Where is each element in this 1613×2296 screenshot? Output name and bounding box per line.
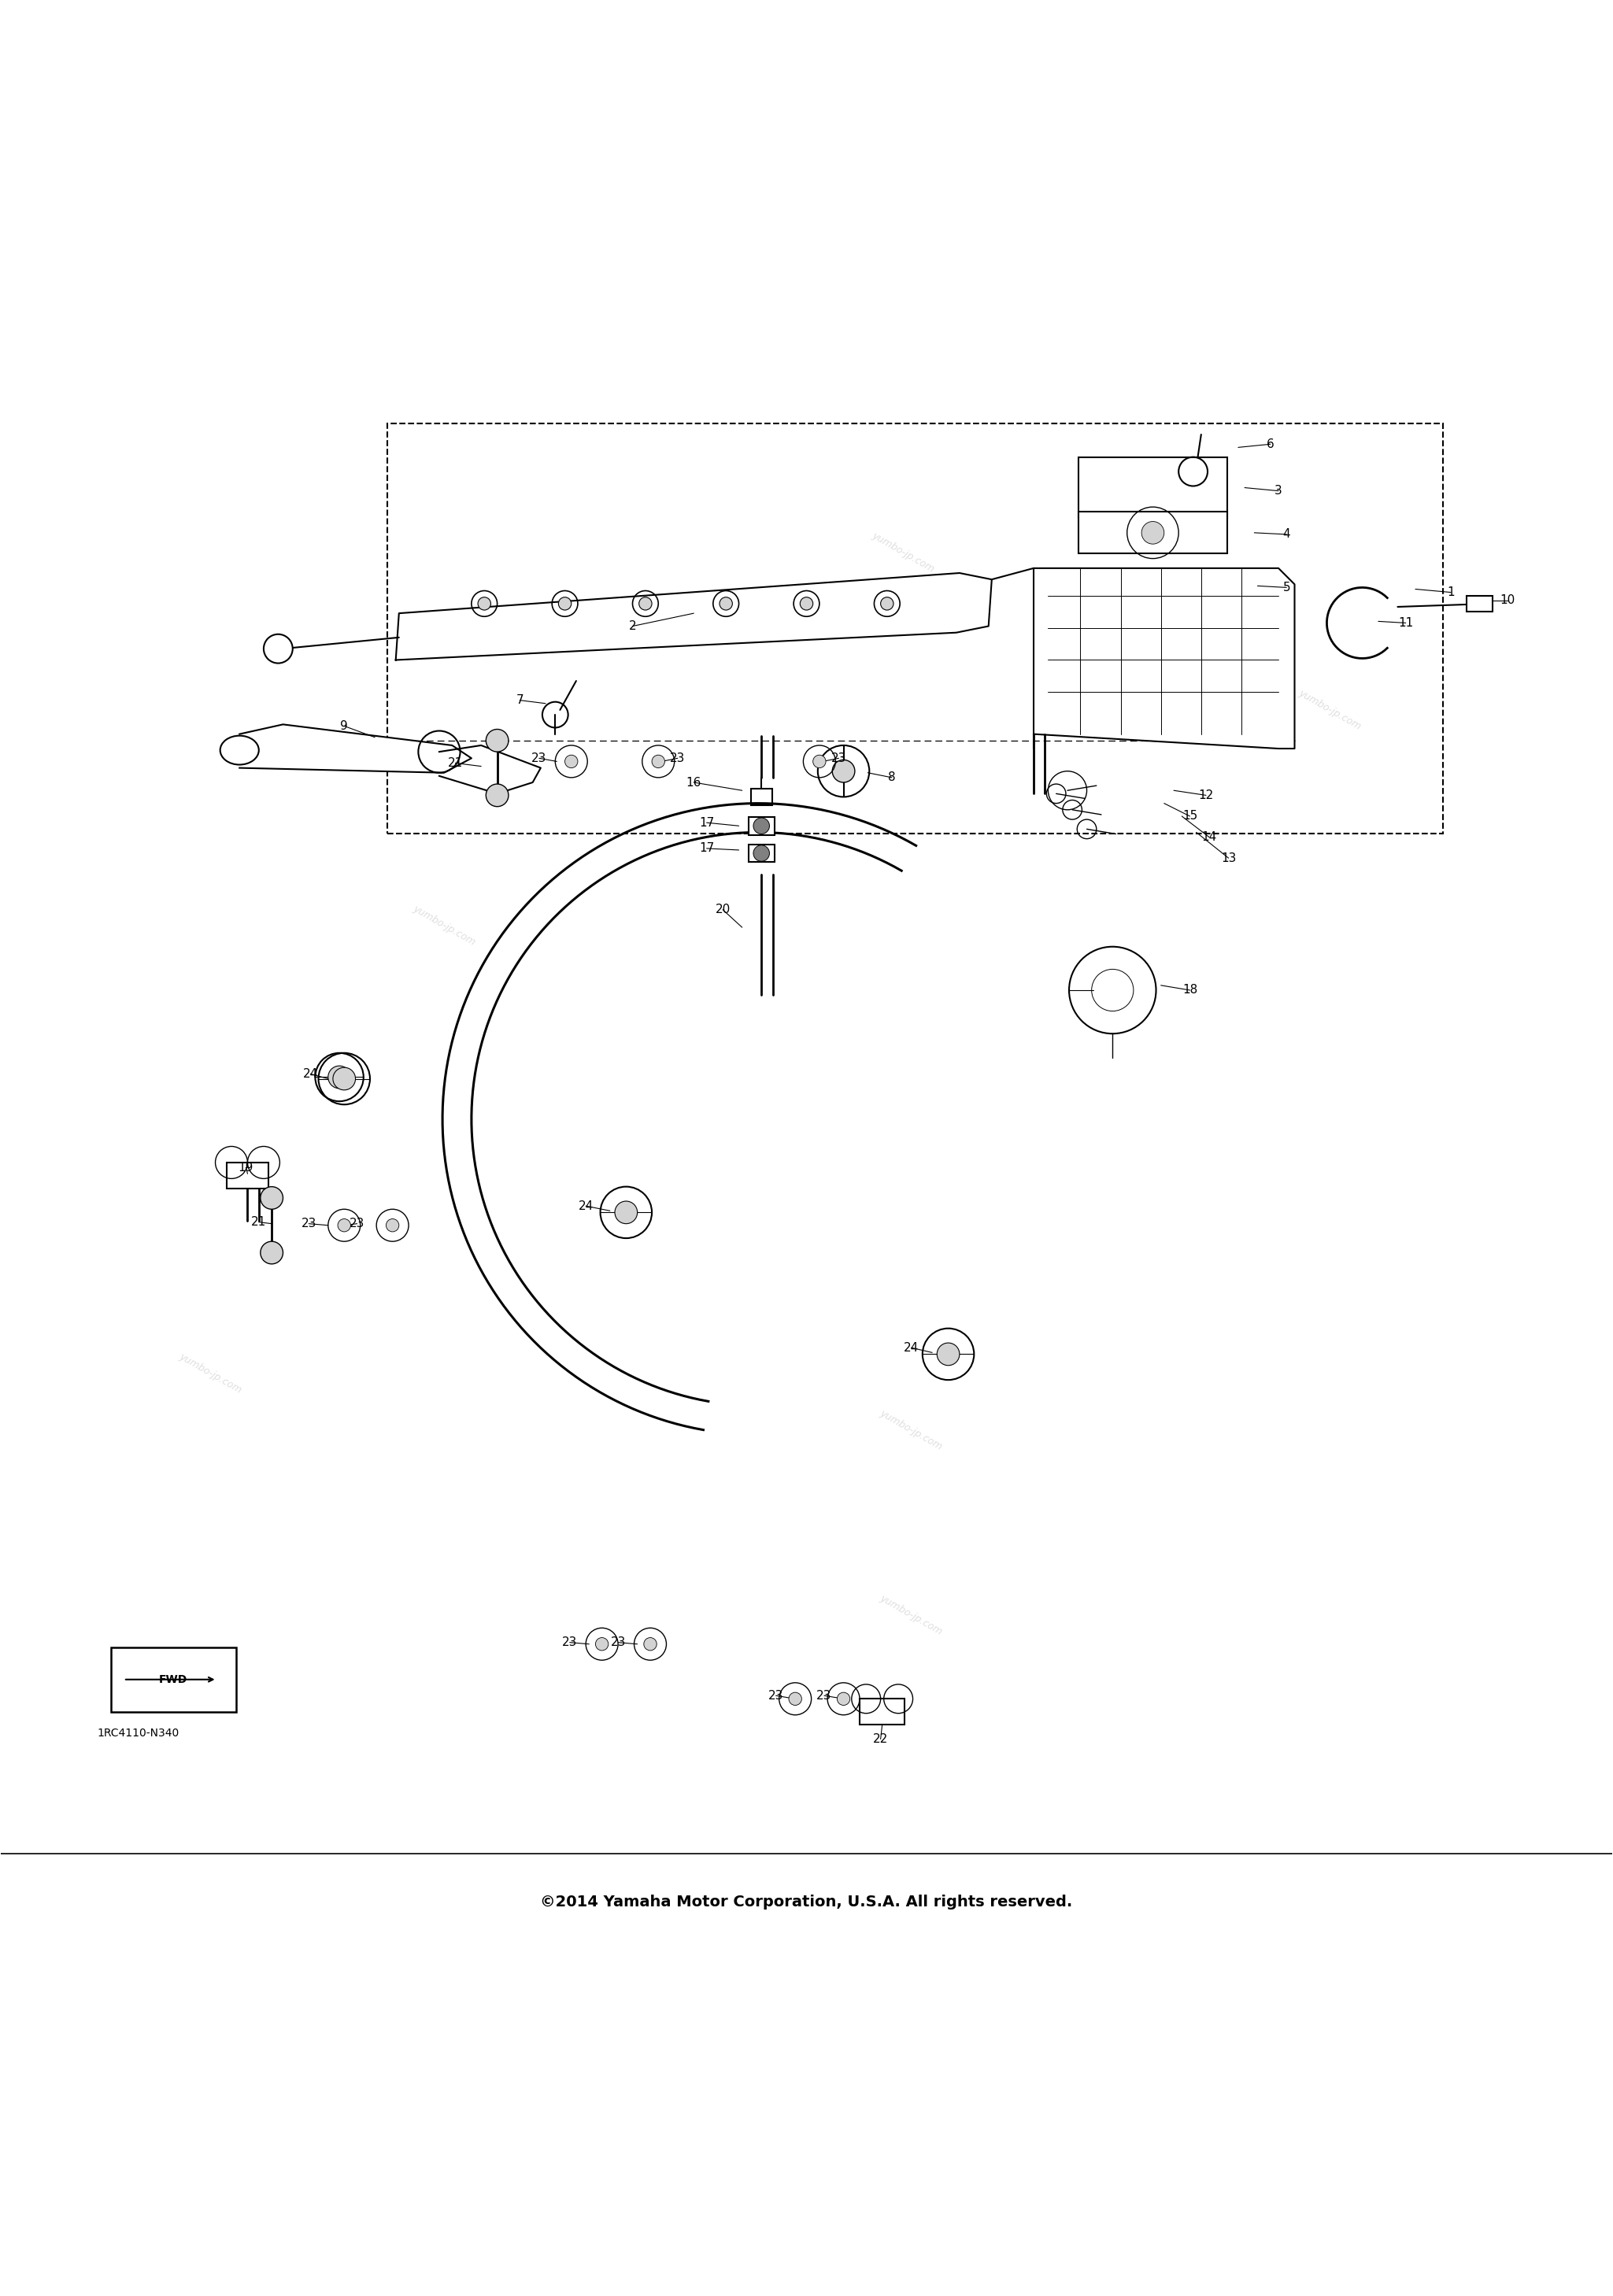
Text: 22: 22	[873, 1733, 889, 1745]
Bar	[226, 1162, 268, 1189]
Bar	[748, 817, 774, 836]
Text: 17: 17	[698, 817, 715, 829]
Ellipse shape	[219, 735, 258, 765]
Bar	[748, 845, 774, 861]
Circle shape	[937, 1343, 960, 1366]
Circle shape	[386, 1219, 398, 1231]
Circle shape	[263, 634, 292, 664]
Circle shape	[832, 760, 855, 783]
Circle shape	[652, 755, 665, 767]
Circle shape	[486, 730, 508, 751]
Text: 18: 18	[1182, 985, 1197, 996]
Text: ©2014 Yamaha Motor Corporation, U.S.A. All rights reserved.: ©2014 Yamaha Motor Corporation, U.S.A. A…	[540, 1894, 1073, 1910]
Circle shape	[558, 597, 571, 611]
Text: 23: 23	[816, 1690, 832, 1701]
Circle shape	[595, 1637, 608, 1651]
Text: 23: 23	[350, 1217, 365, 1231]
Text: 24: 24	[303, 1068, 318, 1079]
Circle shape	[753, 845, 769, 861]
Text: 21: 21	[448, 758, 463, 769]
Text: 14: 14	[1202, 831, 1216, 843]
Text: 23: 23	[531, 753, 547, 765]
Text: 23: 23	[768, 1690, 784, 1701]
Circle shape	[719, 597, 732, 611]
Text: yumbo-jp.com: yumbo-jp.com	[411, 905, 477, 948]
Text: 6: 6	[1266, 439, 1274, 450]
Text: yumbo-jp.com: yumbo-jp.com	[877, 1593, 944, 1637]
Circle shape	[332, 1068, 355, 1091]
Circle shape	[639, 597, 652, 611]
Text: 24: 24	[903, 1341, 919, 1355]
Circle shape	[881, 597, 894, 611]
Text: 16: 16	[686, 776, 702, 788]
Text: yumbo-jp.com: yumbo-jp.com	[877, 1407, 944, 1451]
Text: 1: 1	[1447, 585, 1455, 599]
Bar	[1466, 595, 1492, 611]
Bar	[387, 422, 1442, 833]
Polygon shape	[439, 746, 540, 794]
Circle shape	[260, 1187, 282, 1210]
Circle shape	[327, 1065, 350, 1088]
Text: 4: 4	[1282, 528, 1290, 540]
Circle shape	[1142, 521, 1165, 544]
Text: 19: 19	[239, 1162, 253, 1173]
Text: 23: 23	[669, 753, 686, 765]
Circle shape	[789, 1692, 802, 1706]
Text: 17: 17	[698, 843, 715, 854]
Text: 8: 8	[889, 771, 895, 783]
Polygon shape	[239, 726, 471, 774]
Text: 23: 23	[610, 1637, 626, 1649]
Text: FWD: FWD	[160, 1674, 187, 1685]
Bar	[1079, 512, 1227, 553]
Bar	[752, 790, 773, 806]
Bar	[860, 1699, 905, 1724]
Text: 13: 13	[1221, 852, 1236, 863]
Text: 9: 9	[340, 721, 348, 732]
Text: 24: 24	[577, 1201, 594, 1212]
Text: 15: 15	[1182, 810, 1197, 822]
Circle shape	[260, 1242, 282, 1265]
Circle shape	[753, 817, 769, 833]
Text: 23: 23	[831, 753, 847, 765]
Text: 10: 10	[1500, 595, 1515, 606]
Text: 1RC4110-N340: 1RC4110-N340	[97, 1729, 179, 1738]
Bar	[111, 1646, 235, 1713]
Bar	[1079, 457, 1227, 519]
Circle shape	[477, 597, 490, 611]
Text: yumbo-jp.com: yumbo-jp.com	[869, 530, 936, 574]
Text: yumbo-jp.com: yumbo-jp.com	[177, 1352, 244, 1396]
Text: 20: 20	[715, 905, 731, 916]
Circle shape	[337, 1219, 350, 1231]
Text: 23: 23	[302, 1217, 316, 1231]
Text: 21: 21	[252, 1217, 266, 1228]
Circle shape	[486, 783, 508, 806]
Circle shape	[644, 1637, 656, 1651]
Circle shape	[813, 755, 826, 767]
Text: 3: 3	[1274, 484, 1282, 496]
Circle shape	[565, 755, 577, 767]
Text: 7: 7	[516, 693, 524, 707]
Circle shape	[615, 1201, 637, 1224]
Text: 5: 5	[1282, 581, 1290, 592]
Text: yumbo-jp.com: yumbo-jp.com	[1297, 689, 1363, 732]
Polygon shape	[1034, 567, 1295, 748]
Text: 11: 11	[1398, 618, 1413, 629]
Text: 12: 12	[1198, 790, 1213, 801]
Circle shape	[837, 1692, 850, 1706]
Polygon shape	[395, 574, 992, 659]
Circle shape	[800, 597, 813, 611]
Text: 23: 23	[561, 1637, 577, 1649]
Text: 2: 2	[629, 620, 636, 631]
